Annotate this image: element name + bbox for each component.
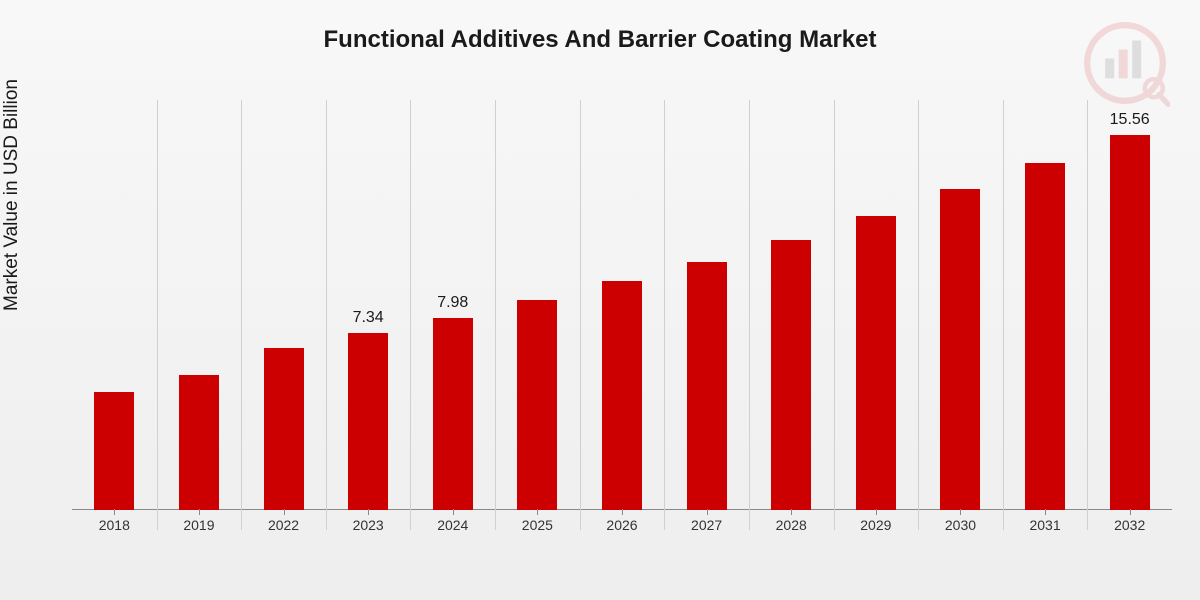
x-axis-label: 2029 — [836, 517, 916, 533]
bar-rect — [433, 318, 473, 510]
grid-line — [749, 100, 750, 530]
grid-line — [834, 100, 835, 530]
bar-rect — [1025, 163, 1065, 510]
x-tick — [707, 509, 708, 515]
bar-rect — [264, 348, 304, 510]
bar-rect — [1110, 135, 1150, 510]
bar — [179, 375, 219, 510]
bar — [94, 392, 134, 510]
x-tick — [453, 509, 454, 515]
grid-line — [241, 100, 242, 530]
bar-rect — [771, 240, 811, 510]
x-axis-label: 2030 — [920, 517, 1000, 533]
grid-line — [326, 100, 327, 530]
watermark-logo — [1080, 18, 1170, 108]
bar — [602, 281, 642, 510]
bar — [771, 240, 811, 510]
bar-value-label: 7.98 — [423, 294, 483, 312]
bar-rect — [602, 281, 642, 510]
x-axis-label: 2026 — [582, 517, 662, 533]
grid-line — [1003, 100, 1004, 530]
bar-rect — [94, 392, 134, 510]
bar-rect — [179, 375, 219, 510]
bar — [687, 262, 727, 510]
x-tick — [1130, 509, 1131, 515]
bar-value-label: 15.56 — [1100, 111, 1160, 129]
plot-area: 2018 2019 2022 7.34 2023 7.98 20242025 2026 2027… — [72, 100, 1172, 530]
bar — [1110, 135, 1150, 510]
x-tick — [199, 509, 200, 515]
y-axis-label: Market Value in USD Billion — [1, 79, 23, 311]
grid-line — [495, 100, 496, 530]
x-tick — [622, 509, 623, 515]
bar — [856, 216, 896, 510]
bar — [348, 333, 388, 510]
bar-rect — [856, 216, 896, 510]
x-axis-label: 2031 — [1005, 517, 1085, 533]
x-tick — [960, 509, 961, 515]
x-axis-label: 2025 — [497, 517, 577, 533]
x-tick — [537, 509, 538, 515]
grid-line — [157, 100, 158, 530]
x-axis-label: 2018 — [74, 517, 154, 533]
grid-line — [580, 100, 581, 530]
grid-line — [918, 100, 919, 530]
bar-rect — [940, 189, 980, 510]
bar — [264, 348, 304, 510]
x-tick — [1045, 509, 1046, 515]
x-axis-label: 2019 — [159, 517, 239, 533]
chart-container: 2018 2019 2022 7.34 2023 7.98 20242025 2026 2027… — [72, 100, 1172, 550]
x-tick — [284, 509, 285, 515]
bar — [1025, 163, 1065, 510]
x-axis-label: 2024 — [413, 517, 493, 533]
chart-title: Functional Additives And Barrier Coating… — [0, 0, 1200, 54]
grid-line — [1087, 100, 1088, 530]
x-axis-label: 2027 — [667, 517, 747, 533]
bar-rect — [517, 300, 557, 510]
bar-rect — [687, 262, 727, 510]
bar — [433, 318, 473, 510]
bar — [940, 189, 980, 510]
x-tick — [368, 509, 369, 515]
bar-value-label: 7.34 — [338, 309, 398, 327]
grid-line — [664, 100, 665, 530]
x-tick — [876, 509, 877, 515]
x-axis-label: 2032 — [1090, 517, 1170, 533]
bar-rect — [348, 333, 388, 510]
x-tick — [791, 509, 792, 515]
grid-line — [410, 100, 411, 530]
bar — [517, 300, 557, 510]
x-axis-label: 2022 — [244, 517, 324, 533]
x-axis-label: 2028 — [751, 517, 831, 533]
x-axis-label: 2023 — [328, 517, 408, 533]
x-tick — [114, 509, 115, 515]
